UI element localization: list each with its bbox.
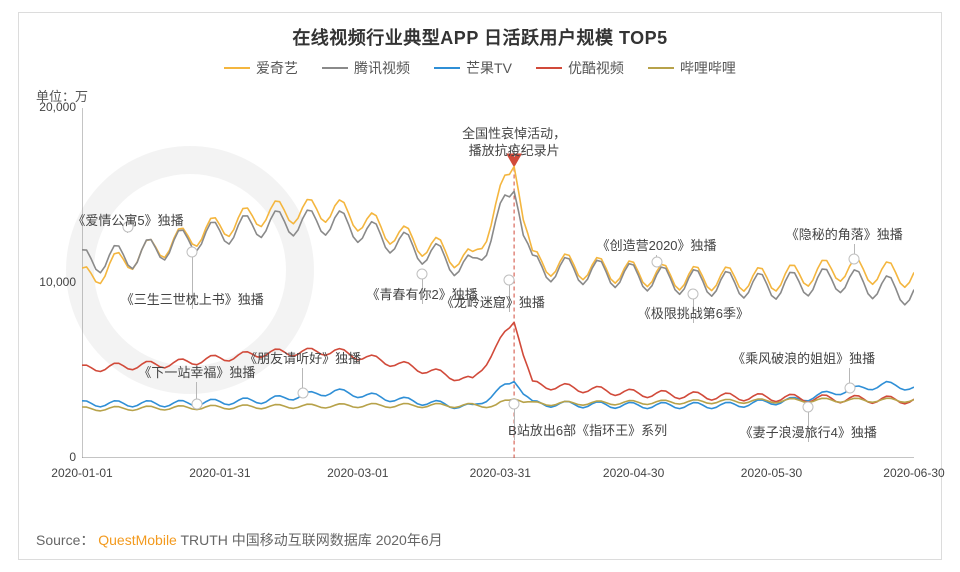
- annotation-label: 《下一站幸福》独播: [138, 364, 255, 382]
- legend-item: 芒果TV: [434, 58, 512, 78]
- legend-label: 哔哩哔哩: [680, 58, 736, 78]
- x-tick-label: 2020-05-30: [741, 466, 802, 480]
- legend-label: 腾讯视频: [354, 58, 410, 78]
- legend-item: 哔哩哔哩: [648, 58, 736, 78]
- annotation-label: B站放出6部《指环王》系列: [508, 422, 667, 440]
- annotation-label: 《爱情公寓5》独播: [72, 212, 183, 230]
- source-brand: QuestMobile: [98, 532, 177, 548]
- annotation-label: 《隐秘的角落》独播: [786, 226, 903, 244]
- annotation-label: 《妻子浪漫旅行4》独播: [740, 424, 877, 442]
- x-tick-label: 2020-04-30: [603, 466, 664, 480]
- source-prefix: Source：: [36, 532, 94, 548]
- legend-swatch: [322, 67, 348, 70]
- annotation-dot: [844, 383, 855, 394]
- legend-label: 爱奇艺: [256, 58, 298, 78]
- annotation-dot: [803, 402, 814, 413]
- annotation-label: 全国性哀悼活动，播放抗疫纪录片: [462, 125, 566, 160]
- legend-swatch: [648, 67, 674, 70]
- y-tick-label: 0: [28, 450, 76, 464]
- chart-plot: [82, 108, 914, 458]
- x-tick-label: 2020-03-31: [470, 466, 531, 480]
- annotation-dot: [504, 274, 515, 285]
- y-tick-label: 20,000: [28, 100, 76, 114]
- annotation-label: 《极限挑战第6季》: [638, 305, 749, 323]
- source-line: Source： QuestMobile TRUTH 中国移动互联网数据库 202…: [36, 530, 443, 550]
- annotation-label: 《朋友请听好》独播: [244, 350, 361, 368]
- x-tick-label: 2020-01-31: [189, 466, 250, 480]
- legend-item: 优酷视频: [536, 58, 624, 78]
- annotation-dot: [509, 398, 520, 409]
- legend-swatch: [536, 67, 562, 70]
- annotation-dot: [651, 257, 662, 268]
- annotation-label: 《乘风破浪的姐姐》独播: [732, 350, 875, 368]
- y-tick-label: 10,000: [28, 275, 76, 289]
- annotation-dot: [688, 288, 699, 299]
- annotation-dot: [187, 246, 198, 257]
- x-tick-label: 2020-06-30: [883, 466, 944, 480]
- legend: 爱奇艺 腾讯视频 芒果TV 优酷视频 哔哩哔哩: [0, 58, 960, 78]
- annotation-dot: [417, 269, 428, 280]
- source-suffix: TRUTH 中国移动互联网数据库 2020年6月: [180, 532, 442, 548]
- annotation-dot: [849, 253, 860, 264]
- x-tick-label: 2020-01-01: [51, 466, 112, 480]
- legend-item: 腾讯视频: [322, 58, 410, 78]
- annotation-dot: [191, 398, 202, 409]
- annotation-label: 《创造营2020》独播: [597, 237, 717, 255]
- x-tick-label: 2020-03-01: [327, 466, 388, 480]
- annotation-label: 《龙岭迷窟》独播: [441, 294, 545, 312]
- legend-item: 爱奇艺: [224, 58, 298, 78]
- annotation-label: 《三生三世枕上书》独播: [121, 291, 264, 309]
- legend-label: 芒果TV: [466, 58, 512, 78]
- annotation-dot: [297, 388, 308, 399]
- chart-title: 在线视频行业典型APP 日活跃用户规模 TOP5: [0, 24, 960, 50]
- legend-label: 优酷视频: [568, 58, 624, 78]
- legend-swatch: [224, 67, 250, 70]
- legend-swatch: [434, 67, 460, 70]
